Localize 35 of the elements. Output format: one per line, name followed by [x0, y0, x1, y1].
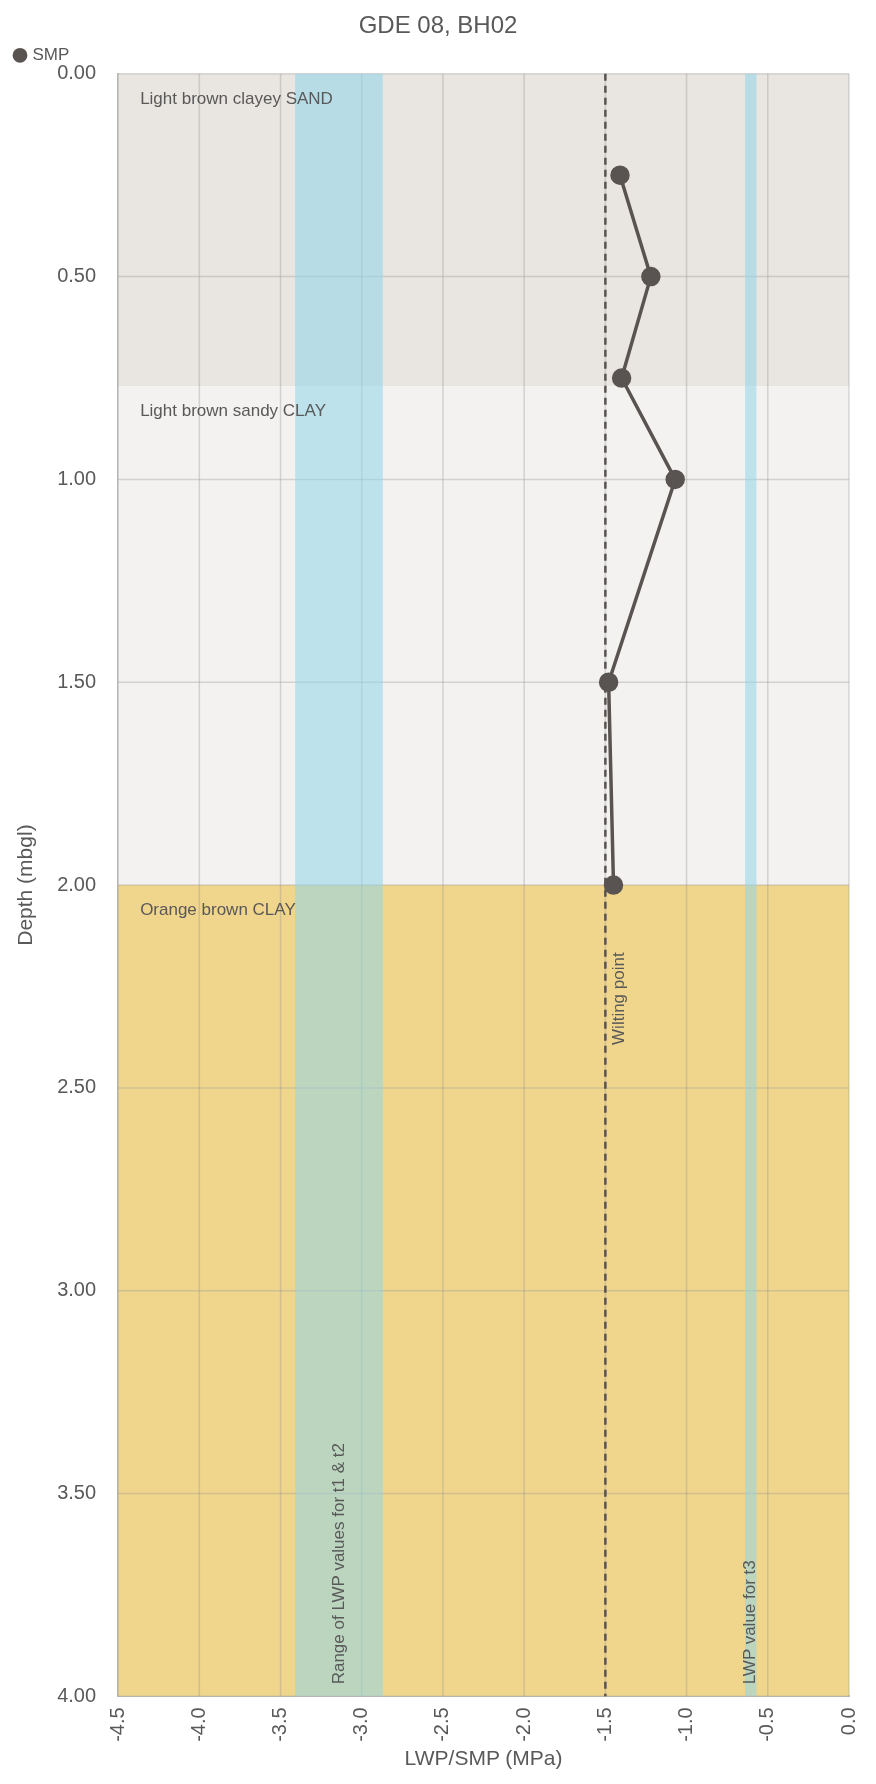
point — [611, 368, 632, 388]
y-tick-label: 2.00 — [57, 872, 97, 895]
x-tick-label: -2.5 — [430, 1707, 453, 1742]
band-label: Range of LWP values for t1 & t2 — [328, 1443, 348, 1685]
x-tick-label: -4.5 — [105, 1707, 128, 1742]
y-tick-label: 3.00 — [57, 1278, 97, 1301]
ref-line-label: Wilting point — [609, 952, 629, 1045]
point — [598, 672, 619, 692]
band-label: Orange brown CLAY — [140, 900, 296, 920]
y-tick-label: 0.00 — [57, 61, 97, 84]
x-tick-label: -2.0 — [511, 1707, 534, 1742]
point — [610, 165, 630, 185]
x-tick-label: -1.0 — [674, 1707, 697, 1742]
x-tick-label: -4.0 — [186, 1707, 209, 1742]
y-tick-label: 1.00 — [57, 466, 97, 489]
x-axis-title: LWP/SMP (MPa) — [404, 1746, 563, 1770]
y-tick-label: 2.50 — [57, 1075, 97, 1098]
point — [603, 875, 624, 895]
chart-title: GDE 08, BH02 — [358, 11, 518, 39]
x-tick-label: -0.5 — [755, 1707, 778, 1742]
legend-label: SMP — [32, 44, 70, 64]
x-tick-label: 0.0 — [836, 1707, 859, 1736]
x-tick-label: -3.0 — [349, 1707, 372, 1742]
y-tick-label: 4.00 — [57, 1683, 97, 1706]
band-label: Light brown clayey SAND — [140, 88, 333, 108]
y-tick-label: 0.50 — [57, 264, 97, 287]
y-tick-label: 1.50 — [57, 669, 97, 692]
band-label: LWP value for t3 — [740, 1560, 760, 1685]
band-label: Light brown sandy CLAY — [140, 401, 326, 421]
point — [641, 266, 661, 287]
y-tick-label: 3.50 — [57, 1481, 97, 1504]
point — [665, 469, 685, 490]
x-tick-label: -3.5 — [268, 1707, 291, 1742]
y-axis-title: Depth (mbgl) — [13, 824, 37, 946]
x-tick-label: -1.5 — [592, 1707, 615, 1742]
